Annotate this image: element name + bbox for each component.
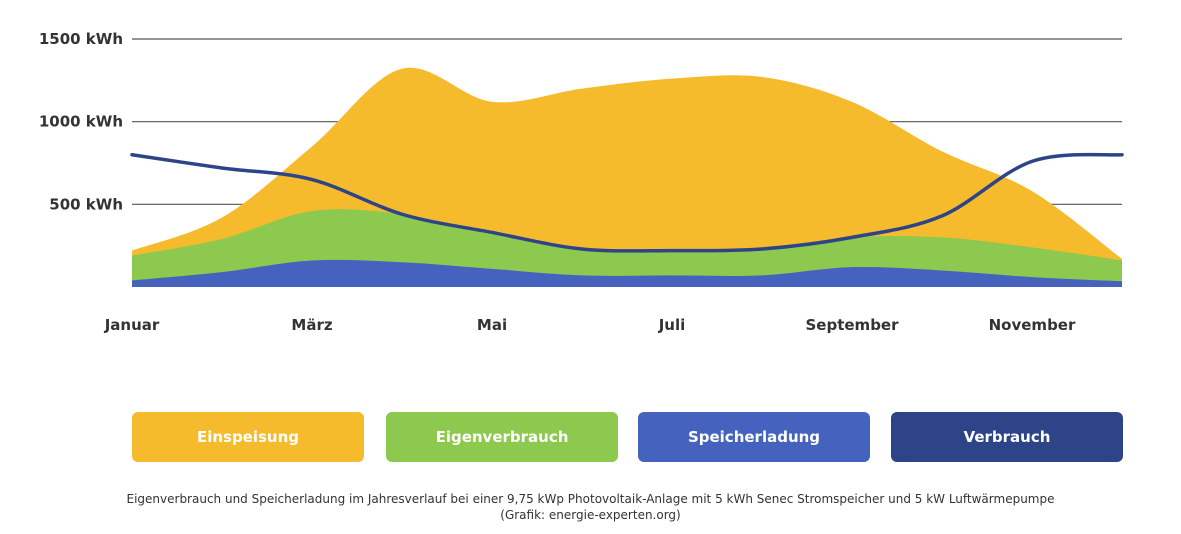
y-tick-label: 1500 kWh	[39, 30, 123, 48]
x-tick-label: Mai	[477, 316, 507, 334]
x-axis: Januar März Mai Juli September November	[104, 316, 1076, 334]
y-tick-label: 1000 kWh	[39, 113, 123, 131]
x-tick-label: Juli	[658, 316, 686, 334]
legend-verbrauch: Verbrauch	[891, 412, 1123, 462]
y-axis: 1500 kWh 1000 kWh 500 kWh	[39, 30, 123, 213]
x-tick-label: März	[291, 316, 332, 334]
series-speicherladung-area	[132, 259, 1122, 287]
caption-source: (Grafik: energie-experten.org)	[500, 508, 681, 522]
chart: 1500 kWh 1000 kWh 500 kWh Januar März Mai Jul…	[39, 30, 1124, 334]
caption-text: Eigenverbrauch und Speicherladung im Jah…	[126, 492, 1055, 506]
line-layer	[130, 152, 1124, 253]
legend-speicherladung: Speicherladung	[638, 412, 870, 462]
legend-einspeisung: Einspeisung	[132, 412, 364, 462]
x-tick-label: September	[806, 316, 900, 334]
series-verbrauch-line	[130, 152, 1124, 253]
y-tick-label: 500 kWh	[49, 195, 123, 213]
area-layer	[132, 67, 1122, 287]
legend-eigenverbrauch: Eigenverbrauch	[386, 412, 618, 462]
x-tick-label: Januar	[104, 316, 160, 334]
x-tick-label: November	[989, 316, 1076, 334]
